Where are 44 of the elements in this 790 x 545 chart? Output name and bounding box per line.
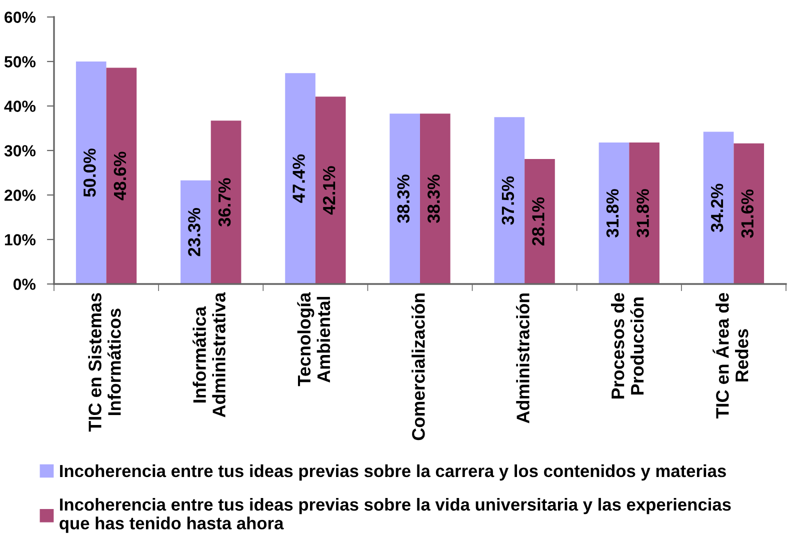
data-label: 28.1%	[532, 197, 544, 246]
y-tick-label: 0%	[13, 278, 36, 290]
legend-label: Incoherencia entre tus ideas previas sobre la vida universitaria y las experiencias que has tenido hasta ahora	[60, 498, 731, 533]
y-tick-label: 50%	[4, 56, 36, 68]
bar	[285, 73, 316, 284]
bar	[420, 114, 450, 284]
data-label: 36.7%	[218, 178, 231, 227]
bar	[703, 132, 734, 284]
data-label: 37.5%	[502, 176, 514, 225]
x-tick-label: TIC en Sistemas Informáticos	[88, 293, 121, 432]
y-tick-label: 40%	[4, 100, 36, 112]
data-label: 31.6%	[741, 190, 754, 238]
data-label: 31.8%	[636, 189, 649, 238]
data-label: 38.3%	[428, 174, 440, 223]
bar	[76, 62, 106, 284]
bar	[390, 114, 420, 284]
bar	[315, 96, 346, 284]
x-tick-label: Procesos de Producción	[611, 292, 644, 398]
bar	[598, 142, 630, 284]
y-tick-label: 10%	[4, 234, 36, 246]
x-tick-label: Informática Administrativa	[192, 292, 226, 418]
data-label: 42.1%	[322, 166, 336, 215]
x-tick-label: Comercialización	[411, 293, 425, 440]
data-label: 31.8%	[606, 189, 619, 238]
y-tick-label: 20%	[4, 190, 36, 201]
data-label: 47.4%	[292, 154, 305, 203]
y-tick-label: 30%	[4, 145, 36, 156]
data-label: 50.0%	[83, 148, 96, 197]
x-tick-label: Administración	[516, 293, 530, 424]
bar	[629, 142, 660, 284]
bar	[524, 158, 555, 284]
legend-label: Incoherencia entre tus ideas previas sobre la carrera y los contenidos y materias	[60, 464, 726, 481]
data-label: 38.3%	[397, 174, 410, 223]
bar	[494, 117, 525, 284]
x-tick-label: Tecnología Ambiental	[297, 292, 330, 386]
data-label: 48.6%	[114, 152, 126, 200]
data-label: 23.3%	[188, 208, 200, 256]
y-tick-label: 60%	[4, 12, 36, 23]
bar	[734, 143, 764, 284]
x-tick-label: TIC en Área de Redes	[712, 292, 748, 419]
bar	[106, 68, 137, 284]
bar	[210, 120, 242, 284]
bar	[180, 180, 211, 284]
data-label: 34.2%	[710, 184, 724, 232]
